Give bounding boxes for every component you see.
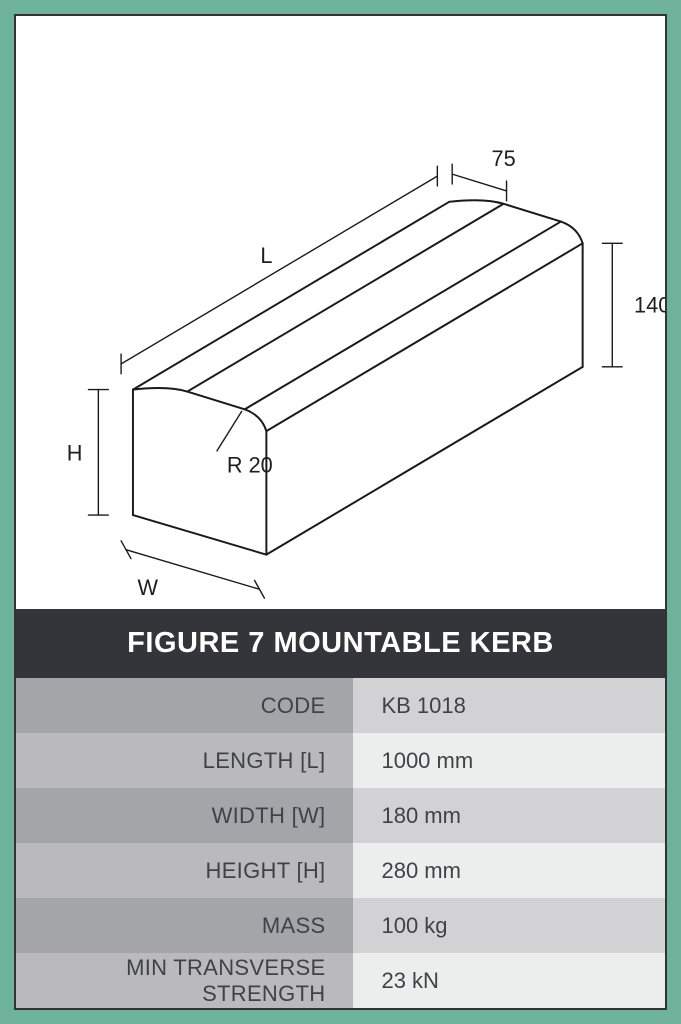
edge-radius-ridge: [245, 222, 561, 410]
table-row: HEIGHT [H] 280 mm: [16, 843, 665, 898]
spec-value: 1000 mm: [353, 733, 665, 788]
dim-R20: R 20: [227, 453, 273, 478]
spec-label: LENGTH [L]: [16, 733, 353, 788]
spec-value: 180 mm: [353, 788, 665, 843]
spec-label: MIN TRANSVERSE STRENGTH: [16, 953, 353, 1008]
edge-top-left: [133, 202, 449, 390]
spec-value: 280 mm: [353, 843, 665, 898]
dim-H: H: [67, 441, 83, 466]
table-row: MIN TRANSVERSE STRENGTH 23 kN: [16, 953, 665, 1008]
spec-label: CODE: [16, 678, 353, 733]
spec-label: WIDTH [W]: [16, 788, 353, 843]
figure-title: FIGURE 7 MOUNTABLE KERB: [16, 609, 665, 678]
spec-label: HEIGHT [H]: [16, 843, 353, 898]
dim-L: L: [260, 243, 272, 268]
spec-value: 23 kN: [353, 953, 665, 1008]
dimension-labels: L 75 140 H W R 20: [67, 146, 665, 600]
kerb-shape: [133, 200, 583, 554]
kerb-isometric-svg: L 75 140 H W R 20: [16, 16, 665, 609]
edge-bottom-right: [266, 367, 582, 555]
table-row: LENGTH [L] 1000 mm: [16, 733, 665, 788]
edge-top-right: [187, 204, 503, 392]
spec-table: CODE KB 1018 LENGTH [L] 1000 mm WIDTH [W…: [16, 678, 665, 1008]
dim-W: W: [138, 575, 159, 600]
table-row: WIDTH [W] 180 mm: [16, 788, 665, 843]
spec-label: MASS: [16, 898, 353, 953]
spec-table-body: CODE KB 1018 LENGTH [L] 1000 mm WIDTH [W…: [16, 678, 665, 1008]
dim-140: 140: [634, 292, 665, 317]
spec-value: KB 1018: [353, 678, 665, 733]
edge-slope-bottom: [266, 243, 582, 431]
technical-drawing: L 75 140 H W R 20: [16, 16, 665, 609]
table-row: CODE KB 1018: [16, 678, 665, 733]
spec-card: L 75 140 H W R 20 FIGURE 7 MOUNTABLE KER…: [14, 14, 667, 1010]
spec-value: 100 kg: [353, 898, 665, 953]
table-row: MASS 100 kg: [16, 898, 665, 953]
dimension-lines: [88, 164, 622, 598]
dim-75: 75: [491, 146, 515, 171]
edge-bottom-left: [133, 327, 449, 515]
